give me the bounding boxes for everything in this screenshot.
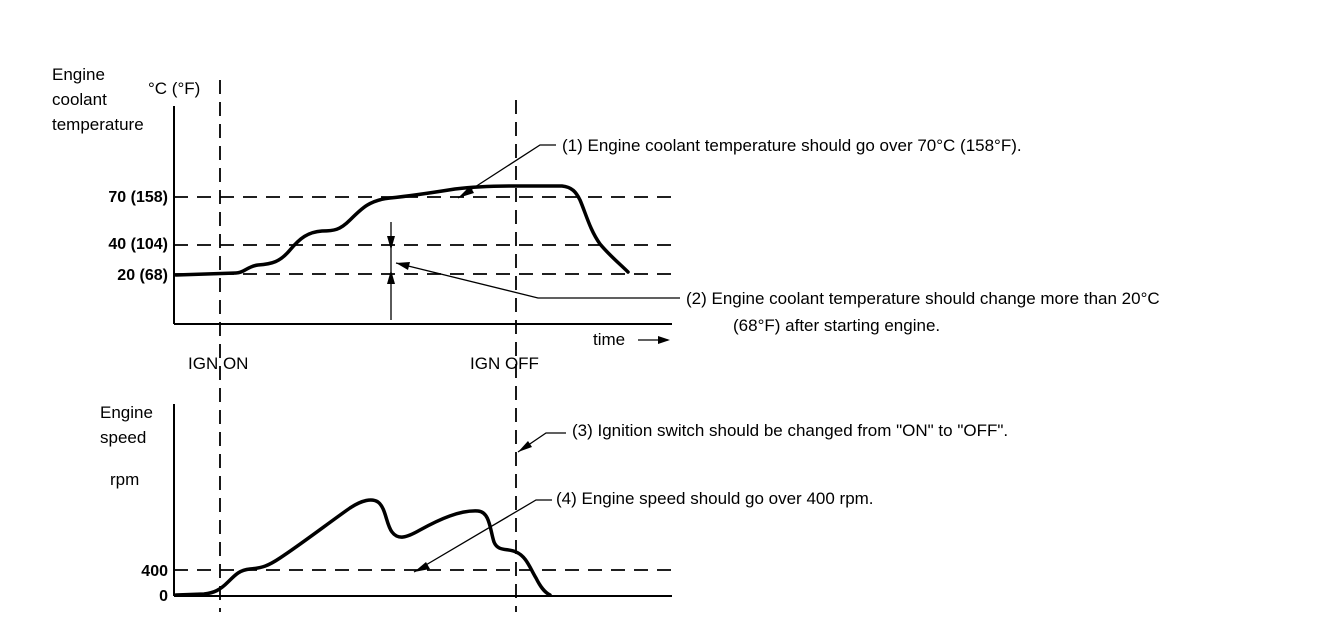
note4-leader — [413, 499, 552, 573]
time-arrow-head — [658, 336, 670, 344]
coolant-ylabel-3: temperature — [52, 115, 144, 134]
coolant-unit: °C (°F) — [148, 79, 200, 98]
note4-leader-arrow — [414, 562, 430, 572]
note-3: (3) Ignition switch should be changed fr… — [572, 421, 1008, 440]
ign-on-label: IGN ON — [188, 354, 248, 373]
ign-off-label: IGN OFF — [470, 354, 539, 373]
note3-leader-arrow — [518, 441, 532, 452]
note-4: (4) Engine speed should go over 400 rpm. — [556, 489, 874, 508]
note2-leader-arrow — [396, 262, 410, 270]
speed-unit: rpm — [110, 470, 139, 489]
tick-40: 40 (104) — [108, 236, 168, 253]
speed-ylabel-1: Engine — [100, 403, 153, 422]
tick-70: 70 (158) — [108, 189, 168, 206]
note-2-line2: (68°F) after starting engine. — [733, 316, 940, 335]
tick-0: 0 — [159, 588, 168, 605]
coolant-ylabel-2: coolant — [52, 90, 107, 109]
note1-leader — [457, 144, 556, 199]
change-arrow-bottom — [387, 270, 395, 284]
note-2-line1: (2) Engine coolant temperature should ch… — [686, 289, 1160, 308]
time-label: time — [593, 330, 625, 349]
note2-leader — [395, 262, 680, 299]
coolant-ylabel-1: Engine — [52, 65, 105, 84]
change-arrow-top — [387, 236, 395, 250]
tick-20: 20 (68) — [117, 267, 168, 284]
tick-400: 400 — [141, 563, 168, 580]
engine-speed-chart: Engine speed rpm 400 0 — [100, 403, 676, 605]
note-1: (1) Engine coolant temperature should go… — [562, 136, 1022, 155]
engine-speed-curve — [174, 498, 552, 597]
coolant-temperature-chart: Engine coolant temperature °C (°F) 70 (1… — [52, 65, 680, 349]
speed-ylabel-2: speed — [100, 428, 146, 447]
note1-leader-arrow — [458, 186, 474, 198]
coolant-curve — [174, 184, 630, 277]
